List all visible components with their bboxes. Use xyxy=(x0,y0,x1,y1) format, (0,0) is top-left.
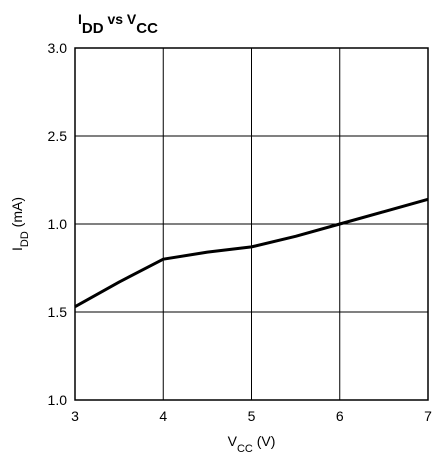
plot-frame xyxy=(74,47,429,401)
x-axis-label-sub: CC xyxy=(237,443,253,455)
y-axis-label-sub: DD xyxy=(19,231,31,247)
y-tick-label: 3.0 xyxy=(48,40,68,56)
x-tick-label: 7 xyxy=(424,408,432,424)
chart-title-sub: DD xyxy=(82,20,104,37)
x-tick-label: 4 xyxy=(159,408,167,424)
x-tick-label: 5 xyxy=(248,408,256,424)
chart-title-sub: CC xyxy=(136,20,158,37)
x-axis-label-part: V xyxy=(228,433,238,449)
data-line xyxy=(74,197,429,309)
y-axis-label-part: I xyxy=(9,247,25,251)
x-tick-label: 3 xyxy=(71,408,79,424)
chart-title-part: I xyxy=(78,11,82,27)
y-axis-label-part: (mA) xyxy=(9,197,25,231)
chart-title-part: vs V xyxy=(104,11,137,27)
y-axis-label: IDD (mA) xyxy=(9,197,31,251)
y-tick-label: 1.0 xyxy=(48,216,68,232)
x-tick-label: 6 xyxy=(336,408,344,424)
x-axis-label: VCC (V) xyxy=(228,433,276,455)
y-tick-label: 1.5 xyxy=(48,304,68,320)
x-axis-label-part: (V) xyxy=(253,433,276,449)
chart-title: IDD vs VCC xyxy=(78,11,158,37)
y-tick-label: 2.5 xyxy=(48,128,68,144)
y-tick-label: 1.0 xyxy=(48,392,68,408)
